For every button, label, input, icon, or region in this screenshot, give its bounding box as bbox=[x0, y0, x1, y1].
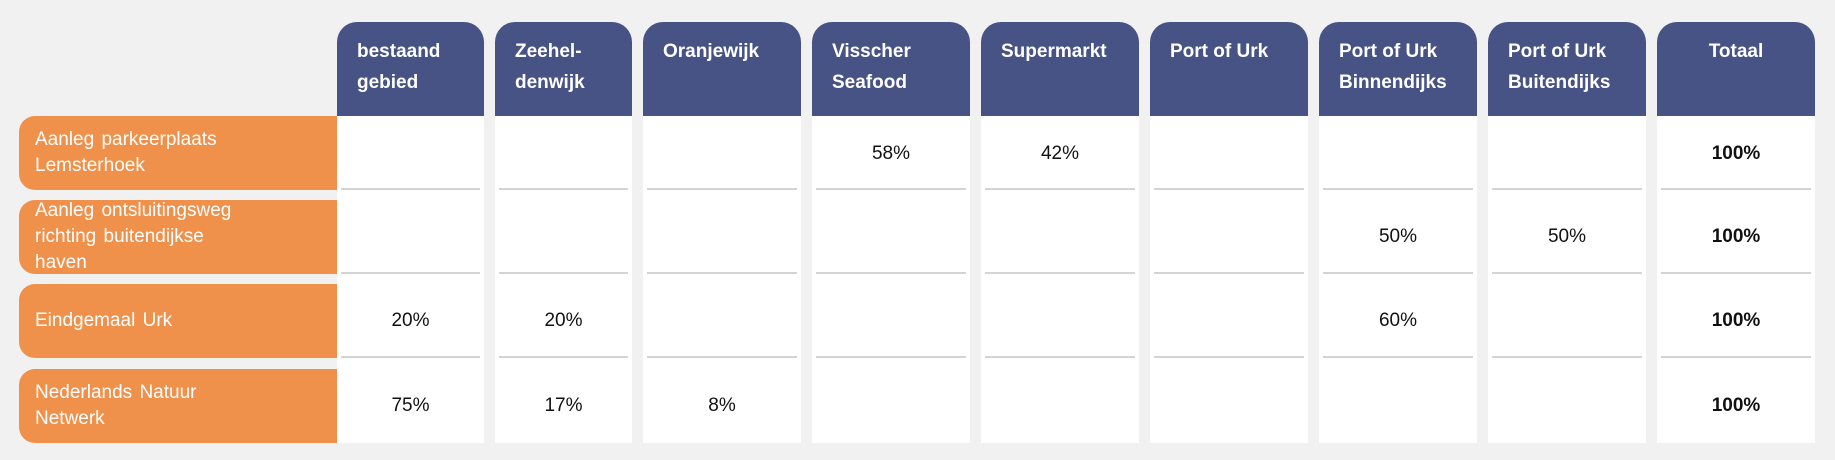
value-cell: 17% bbox=[544, 395, 583, 416]
row-divider bbox=[985, 272, 1135, 274]
row-label-2: Aanleg ontsluitingsweg richting buitendi… bbox=[19, 200, 337, 274]
column-header-port-of-urk-buitendijks: Port of Urk Buitendijks bbox=[1488, 22, 1646, 116]
total-cell: 100% bbox=[1711, 395, 1761, 416]
row-divider bbox=[1154, 356, 1304, 358]
value-cell: 50% bbox=[1378, 226, 1418, 247]
value-cell: 8% bbox=[708, 395, 736, 416]
column-header-totaal: Totaal bbox=[1657, 22, 1815, 116]
value-cell: 20% bbox=[544, 310, 583, 331]
value-cell: 42% bbox=[1040, 143, 1080, 164]
value-cell: 20% bbox=[391, 310, 430, 331]
row-divider bbox=[816, 356, 966, 358]
column-body-port-of-urk bbox=[1150, 116, 1308, 443]
row-divider bbox=[647, 356, 797, 358]
column-body-supermarkt bbox=[981, 116, 1139, 443]
row-label-1: Aanleg parkeerplaats Lemsterhoek bbox=[19, 116, 337, 190]
row-label-text: Eindgemaal Urk bbox=[35, 310, 173, 331]
row-divider bbox=[816, 188, 966, 190]
row-divider bbox=[647, 188, 797, 190]
column-header-supermarkt: Supermarkt bbox=[981, 22, 1139, 116]
total-cell: 100% bbox=[1711, 143, 1761, 164]
column-body-visscher-seafood bbox=[812, 116, 970, 443]
column-header-visscher-seafood: Visscher Seafood bbox=[812, 22, 970, 116]
row-label-text: Nederlands Natuur Netwerk bbox=[35, 382, 197, 429]
row-divider bbox=[1492, 272, 1642, 274]
row-divider bbox=[1323, 188, 1473, 190]
row-divider bbox=[341, 188, 480, 190]
column-body-port-of-urk-binnendijks bbox=[1319, 116, 1477, 443]
row-divider bbox=[1661, 188, 1811, 190]
value-cell: 58% bbox=[871, 143, 911, 164]
row-divider bbox=[816, 272, 966, 274]
row-divider bbox=[499, 272, 628, 274]
row-label-text: Aanleg ontsluitingsweg richting buitendi… bbox=[35, 200, 232, 273]
column-header-zeehel-denwijk: Zeehel-denwijk bbox=[495, 22, 632, 116]
row-divider bbox=[341, 356, 480, 358]
row-divider bbox=[341, 272, 480, 274]
column-header-port-of-urk: Port of Urk bbox=[1150, 22, 1308, 116]
row-label-text: Aanleg parkeerplaats Lemsterhoek bbox=[35, 129, 217, 176]
row-label-3: Eindgemaal Urk bbox=[19, 284, 337, 358]
row-divider bbox=[1323, 356, 1473, 358]
row-divider bbox=[985, 188, 1135, 190]
column-header-bestaand-gebied: bestaand gebied bbox=[337, 22, 484, 116]
row-divider bbox=[1492, 356, 1642, 358]
column-header-port-of-urk-binnendijks: Port of Urk Binnendijks bbox=[1319, 22, 1477, 116]
row-divider bbox=[499, 356, 628, 358]
row-divider bbox=[1661, 272, 1811, 274]
row-divider bbox=[499, 188, 628, 190]
row-divider bbox=[1661, 356, 1811, 358]
total-cell: 100% bbox=[1711, 226, 1761, 247]
column-body-zeehel-denwijk bbox=[495, 116, 632, 443]
total-cell: 100% bbox=[1711, 310, 1761, 331]
column-header-oranjewijk: Oranjewijk bbox=[643, 22, 801, 116]
column-body-totaal bbox=[1657, 116, 1815, 443]
row-divider bbox=[647, 272, 797, 274]
row-label-4: Nederlands Natuur Netwerk bbox=[19, 369, 337, 443]
row-divider bbox=[1154, 272, 1304, 274]
value-cell: 60% bbox=[1378, 310, 1418, 331]
row-divider bbox=[1154, 188, 1304, 190]
row-divider bbox=[985, 356, 1135, 358]
value-cell: 50% bbox=[1547, 226, 1587, 247]
column-body-bestaand-gebied bbox=[337, 116, 484, 443]
value-cell: 75% bbox=[391, 395, 430, 416]
column-body-oranjewijk bbox=[643, 116, 801, 443]
row-divider bbox=[1323, 272, 1473, 274]
row-divider bbox=[1492, 188, 1642, 190]
column-body-port-of-urk-buitendijks bbox=[1488, 116, 1646, 443]
